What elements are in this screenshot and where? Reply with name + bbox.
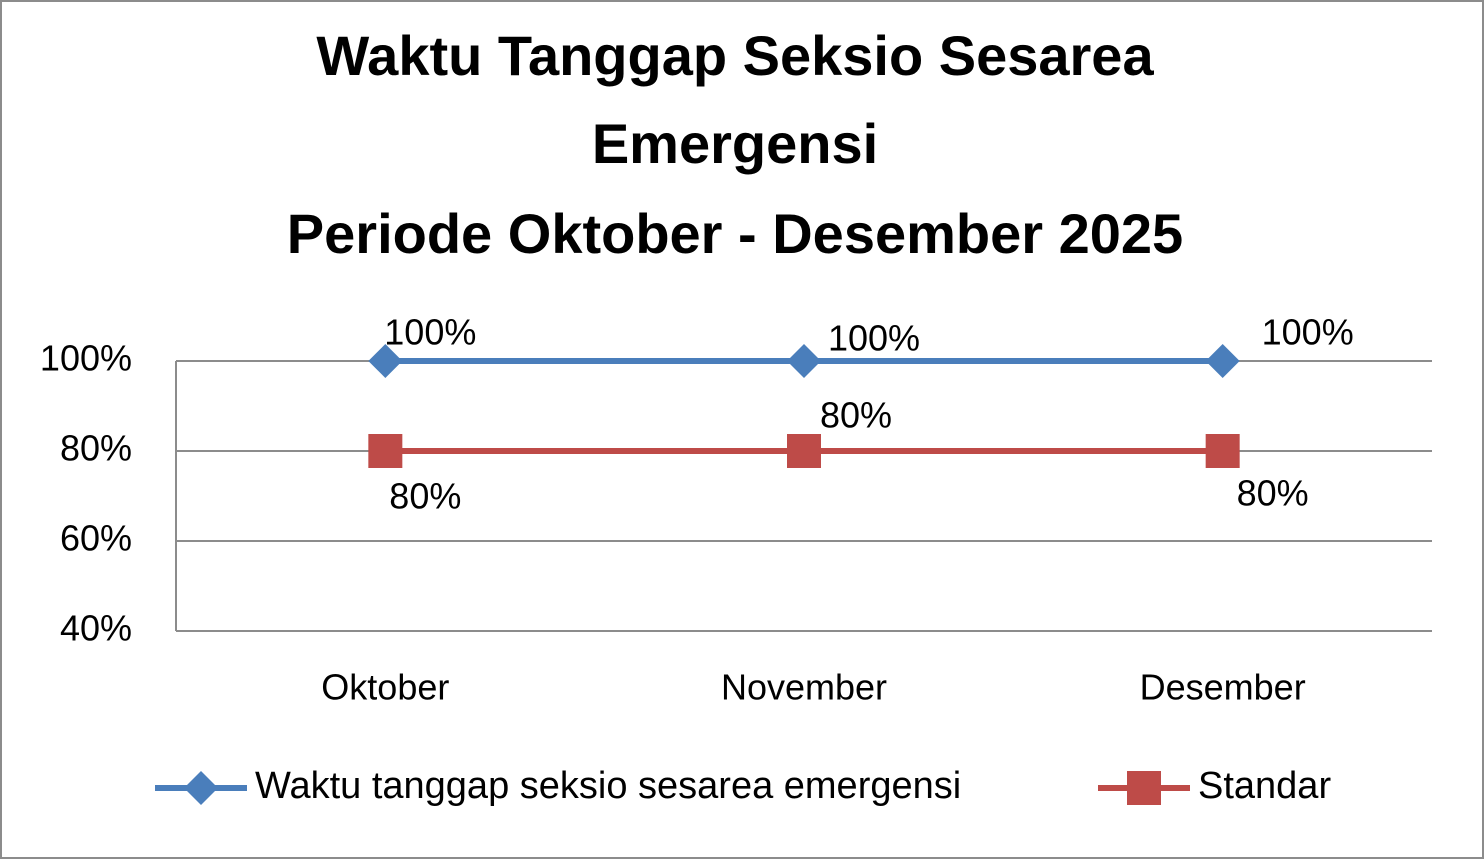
legend-label: Standar (1198, 765, 1331, 807)
y-tick-label: 80% (60, 428, 132, 469)
legend-marker (1127, 771, 1161, 805)
x-tick-label: Oktober (321, 667, 449, 708)
data-label: 80% (820, 395, 892, 436)
data-point (787, 434, 821, 468)
data-label: 100% (384, 312, 476, 353)
data-label: 80% (389, 476, 461, 517)
data-point (1205, 344, 1240, 378)
legend-label: Waktu tanggap seksio sesarea emergensi (255, 765, 961, 807)
data-label: 100% (1262, 312, 1354, 353)
chart-title: Emergensi (592, 112, 878, 175)
data-point (787, 344, 821, 378)
data-label: 100% (828, 318, 920, 359)
data-point (1205, 434, 1240, 468)
data-point (368, 344, 403, 378)
y-tick-label: 60% (60, 518, 132, 559)
y-tick-label: 100% (40, 338, 132, 379)
x-tick-label: Desember (1140, 667, 1306, 708)
y-tick-label: 40% (60, 608, 132, 649)
data-point (368, 434, 403, 468)
legend-marker (184, 771, 218, 805)
data-label: 80% (1237, 473, 1309, 514)
chart-title: Periode Oktober - Desember 2025 (287, 202, 1183, 265)
chart-title: Waktu Tanggap Seksio Sesarea (316, 24, 1154, 87)
x-tick-label: November (721, 667, 887, 708)
